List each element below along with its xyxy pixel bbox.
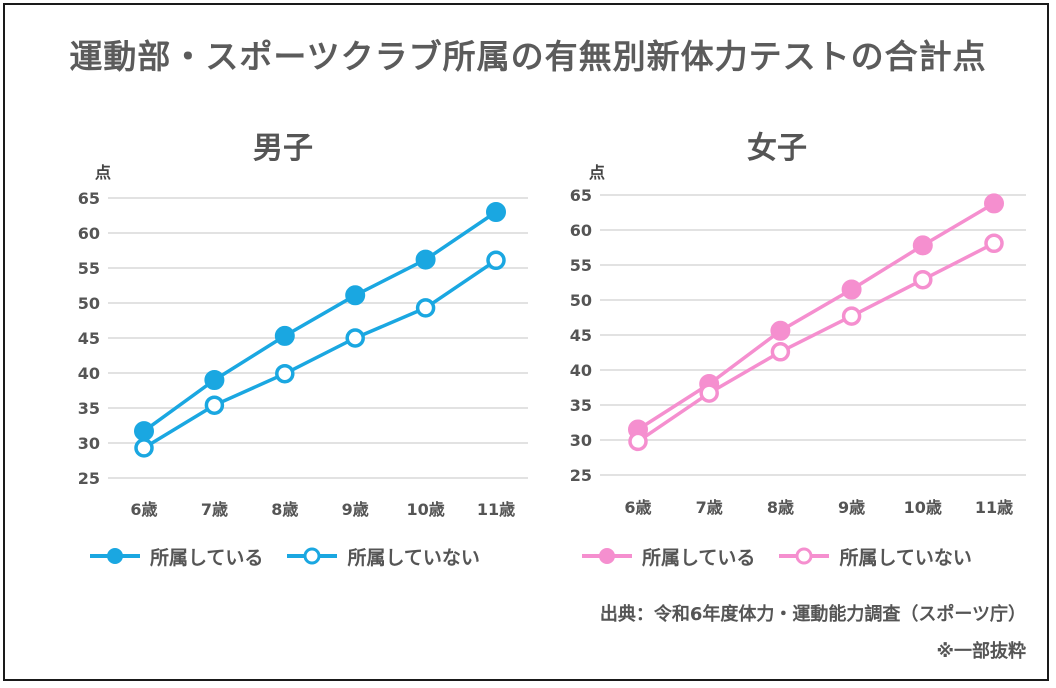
girls-legend-item-member: 所属している <box>580 543 755 570</box>
girls-y-tick-label: 25 <box>570 466 592 485</box>
girls-x-tick-label: 7歳 <box>696 498 723 517</box>
boys-y-tick-label: 60 <box>78 224 100 243</box>
boys-x-tick-label: 10歳 <box>406 500 444 519</box>
boys-y-tick-label: 35 <box>78 399 100 418</box>
girls-point-nonmember <box>699 383 719 403</box>
boys-y-tick-label: 25 <box>78 469 100 488</box>
boys-y-tick-label: 45 <box>78 329 100 348</box>
girls-point-nonmember <box>984 233 1004 254</box>
boys-point-member <box>415 249 436 270</box>
girls-x-tick-label: 9歳 <box>838 498 865 517</box>
legend-hollow-marker-icon <box>779 547 830 565</box>
source-citation: 出典：令和6年度体力・運動能力調査（スポーツ庁） <box>599 604 1026 625</box>
boys-series-line-nonmember <box>143 258 497 450</box>
girls-y-unit-label: 点 <box>589 163 605 182</box>
boys-y-tick-label: 30 <box>78 434 100 453</box>
excerpt-note: ※一部抜粋 <box>936 641 1027 662</box>
girls-point-nonmember <box>841 306 862 326</box>
figure-frame <box>3 3 1049 681</box>
boys-point-member <box>274 325 295 346</box>
girls-y-tick-label: 45 <box>570 326 592 345</box>
boys-y-unit-label: 点 <box>95 163 111 182</box>
boys-y-tick-label: 55 <box>78 259 100 278</box>
boys-legend-item-nonmember: 所属していない <box>285 543 480 570</box>
boys-point-member <box>345 285 366 306</box>
boys-x-tick-label: 7歳 <box>201 500 228 519</box>
girls-series-line-nonmember <box>637 241 995 443</box>
girls-point-member <box>912 235 933 256</box>
girls-y-tick-label: 35 <box>570 396 592 415</box>
boys-x-tick-label: 11歳 <box>477 500 515 519</box>
legend-hollow-marker-icon <box>287 547 338 565</box>
girls-point-member <box>770 320 791 341</box>
boys-legend-item-member: 所属している <box>88 543 263 570</box>
girls-series-line-member <box>637 201 995 431</box>
boys-point-nonmember <box>345 328 365 348</box>
legend-filled-marker-icon <box>90 548 140 564</box>
girls-y-tick-label: 55 <box>570 256 592 275</box>
boys-point-nonmember <box>204 395 225 415</box>
boys-legend: 所属している 所属していない <box>88 538 502 574</box>
girls-point-member <box>984 193 1004 214</box>
girls-y-tick-label: 40 <box>570 361 592 380</box>
girls-x-tick-label: 10歳 <box>904 498 942 517</box>
boys-legend-label-member: 所属している <box>150 546 264 569</box>
boys-legend-label-nonmember: 所属していない <box>347 546 480 569</box>
girls-point-nonmember <box>628 431 648 452</box>
boys-point-nonmember <box>486 250 506 271</box>
boys-point-member <box>486 202 506 222</box>
girls-x-tick-label: 6歳 <box>624 498 651 517</box>
boys-y-tick-label: 50 <box>78 294 100 313</box>
girls-x-tick-label: 8歳 <box>767 498 794 517</box>
boys-point-member <box>204 370 225 390</box>
boys-x-tick-label: 8歳 <box>271 500 298 519</box>
boys-chart-title: 男子 <box>253 131 313 166</box>
boys-x-tick-label: 6歳 <box>130 500 157 519</box>
boys-series-line-member <box>142 210 497 433</box>
boys-point-nonmember <box>275 363 295 384</box>
girls-point-nonmember <box>913 269 933 290</box>
boys-y-tick-label: 65 <box>78 189 100 208</box>
girls-point-nonmember <box>770 342 791 362</box>
boys-point-nonmember <box>134 438 154 458</box>
girls-y-tick-label: 50 <box>570 291 592 310</box>
girls-y-tick-label: 30 <box>570 431 592 450</box>
girls-legend-item-nonmember: 所属していない <box>777 543 972 570</box>
girls-point-member <box>841 279 862 300</box>
girls-chart-title: 女子 <box>747 131 807 166</box>
boys-point-nonmember <box>415 298 436 318</box>
girls-legend-label-member: 所属している <box>642 546 756 569</box>
legend-filled-marker-icon <box>582 548 632 564</box>
girls-legend: 所属している 所属していない <box>580 538 994 574</box>
main-title: 運動部・スポーツクラブ所属の有無別新体力テストの合計点 <box>69 37 987 76</box>
boys-y-tick-label: 40 <box>78 364 100 383</box>
boys-x-tick-label: 9歳 <box>342 500 369 519</box>
girls-legend-label-nonmember: 所属していない <box>839 546 972 569</box>
girls-x-tick-label: 11歳 <box>975 498 1013 517</box>
girls-y-tick-label: 65 <box>570 186 592 205</box>
girls-y-tick-label: 60 <box>570 221 592 240</box>
